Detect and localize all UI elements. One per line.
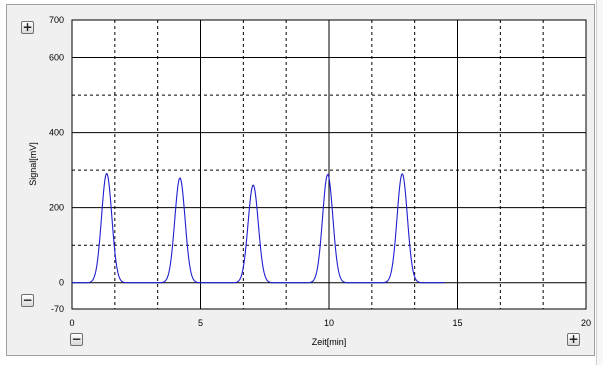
tick-labels: 0 5 10 15 20 -70 0 200 400 600 700 bbox=[49, 15, 591, 328]
x-axis-label: Zeit[min] bbox=[312, 337, 347, 347]
zoom-out-y-button[interactable]: − bbox=[21, 293, 34, 307]
y-tick-label: -70 bbox=[51, 304, 64, 314]
y-axis-label: Signal[mV] bbox=[28, 142, 38, 186]
grid bbox=[72, 20, 586, 309]
signal-trace bbox=[72, 172, 445, 284]
plot-border bbox=[71, 19, 587, 310]
zoom-out-x-button[interactable]: − bbox=[70, 332, 83, 346]
y-tick-label: 600 bbox=[49, 53, 64, 63]
y-tick-label: 400 bbox=[49, 128, 64, 138]
zoom-in-x-button[interactable]: + bbox=[567, 332, 580, 346]
x-tick-label: 5 bbox=[198, 318, 203, 328]
zoom-in-y-button[interactable]: + bbox=[21, 20, 34, 34]
right-edge-panel bbox=[596, 0, 603, 365]
y-tick-label: 0 bbox=[59, 278, 64, 288]
y-tick-label: 200 bbox=[49, 203, 64, 213]
y-tick-label: 700 bbox=[49, 15, 64, 25]
x-tick-label: 20 bbox=[581, 318, 591, 328]
x-tick-label: 10 bbox=[324, 318, 334, 328]
x-tick-label: 15 bbox=[452, 318, 462, 328]
x-tick-label: 0 bbox=[69, 318, 74, 328]
